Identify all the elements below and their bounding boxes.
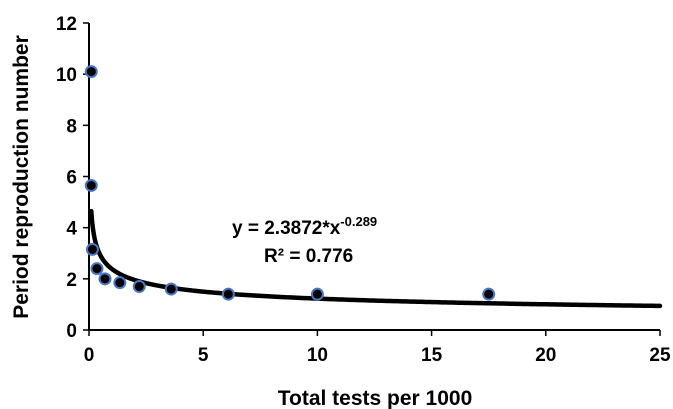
x-tick-label: 0 (84, 345, 95, 366)
y-tick-label: 0 (66, 321, 77, 342)
x-axis-title: Total tests per 1000 (278, 387, 473, 409)
y-tick-label: 12 (56, 14, 77, 35)
power-trendline (89, 208, 663, 309)
trendline-equation: y = 2.3872*x-0.289 (232, 214, 377, 239)
data-point (310, 287, 324, 301)
x-tick-label: 5 (198, 345, 209, 366)
data-point (221, 287, 235, 301)
x-tick-labels: 0 5 10 15 20 25 (84, 345, 671, 366)
x-tick-label: 15 (421, 345, 443, 366)
x-tick-label: 10 (307, 345, 328, 366)
data-point (84, 65, 98, 79)
data-point (132, 280, 146, 294)
data-point (98, 272, 112, 286)
y-tick-label: 8 (66, 116, 77, 137)
data-point (90, 262, 104, 276)
y-tick-label: 2 (66, 270, 77, 291)
data-point (482, 287, 496, 301)
r-squared-label: R² = 0.776 (264, 246, 353, 267)
y-tick-labels: 0 2 4 6 8 10 12 (56, 14, 78, 342)
y-tick-label: 6 (66, 168, 77, 189)
x-tick-label: 25 (649, 345, 671, 366)
equation-main: y = 2.3872*x (232, 218, 341, 239)
data-point (85, 242, 99, 256)
y-tick-label: 10 (56, 65, 77, 86)
data-point (113, 276, 127, 290)
equation-exponent: -0.289 (340, 214, 377, 229)
y-tick-label: 4 (66, 219, 77, 240)
y-axis-title: Period reproduction number (10, 35, 33, 319)
data-points (84, 65, 496, 301)
data-point (84, 178, 98, 192)
x-tick-label: 20 (535, 345, 556, 366)
data-point (164, 282, 178, 296)
